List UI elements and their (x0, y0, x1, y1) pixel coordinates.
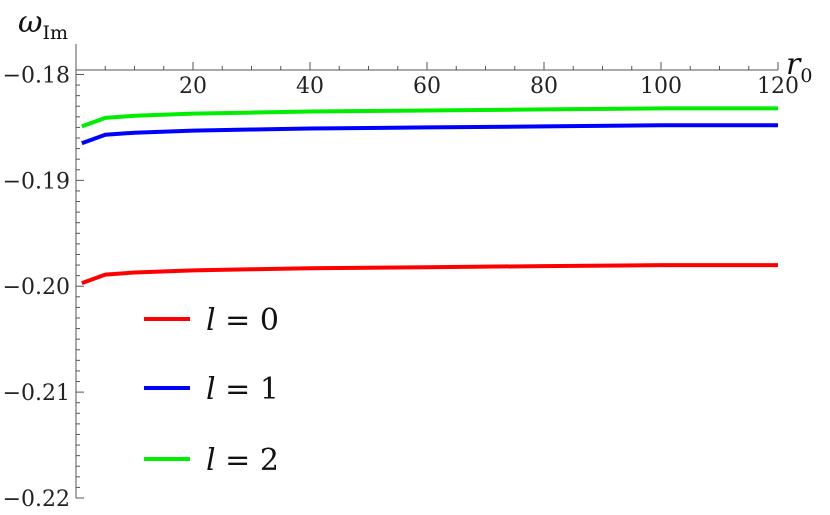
x-tick-label: 80 (530, 74, 558, 99)
legend-label-rest: = 1 (216, 372, 279, 407)
ticks-layer: 20 40 60 80 100 120 −0.18 −0.19 −0.20 −0.21 −0.22 (3, 62, 799, 512)
legend-item-2: l = 2 (144, 443, 279, 478)
series-line-2 (81, 106, 778, 129)
legend-item-1: l = 1 (144, 372, 279, 407)
y-tick-label: −0.18 (3, 63, 70, 88)
x-axis-title: r0 (786, 47, 812, 87)
series-line-0 (81, 263, 778, 285)
x-tick-label: 40 (296, 74, 324, 99)
x-axis-title-sub: 0 (800, 65, 812, 87)
legend-label-var: l (206, 303, 216, 338)
legend-label-var: l (206, 372, 216, 407)
y-tick-label: −0.19 (3, 169, 70, 194)
y-tick-label: −0.21 (3, 381, 70, 406)
legend-label-rest: = 0 (216, 303, 279, 338)
x-tick-label: 60 (413, 74, 441, 99)
legend-label-rest: = 2 (216, 443, 279, 478)
legend-label: l = 1 (206, 372, 279, 407)
y-tick-label: −0.20 (3, 275, 70, 300)
x-tick-label: 20 (179, 74, 207, 99)
series-line-1 (81, 123, 778, 146)
x-axis-title-main: r (786, 47, 802, 82)
legend-label: l = 2 (206, 443, 279, 478)
y-axis-title-main: ω (18, 5, 42, 40)
y-tick-label: −0.22 (3, 487, 70, 512)
y-axis-title: ωIm (18, 5, 68, 44)
legend-label: l = 0 (206, 303, 279, 338)
x-tick-label: 120 (757, 74, 799, 99)
series-layer (81, 106, 778, 285)
y-axis-title-sub: Im (42, 22, 68, 44)
legend: l = 0l = 1l = 2 (144, 303, 279, 478)
x-tick-label: 100 (640, 74, 682, 99)
legend-label-var: l (206, 443, 216, 478)
legend-item-0: l = 0 (144, 303, 279, 338)
